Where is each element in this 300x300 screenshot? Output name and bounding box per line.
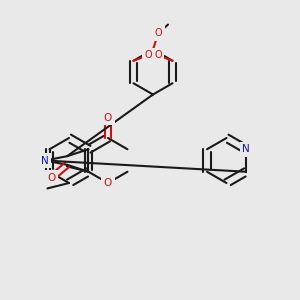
Text: O: O — [154, 50, 162, 60]
Text: N: N — [41, 155, 49, 166]
Text: O: O — [104, 112, 112, 123]
Text: O: O — [154, 28, 162, 38]
Text: O: O — [47, 173, 56, 183]
Text: O: O — [144, 50, 152, 60]
Text: N: N — [242, 144, 250, 154]
Text: O: O — [104, 178, 112, 188]
